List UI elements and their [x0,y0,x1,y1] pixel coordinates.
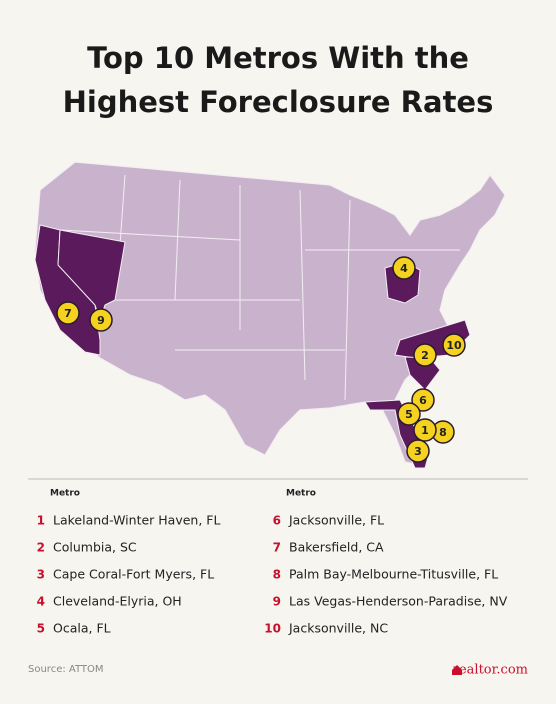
marker-label: 10 [446,339,462,352]
map-marker: 6 [411,388,435,412]
logo-icon [452,665,462,675]
column-header: Metro [286,489,316,499]
metro-name: Cape Coral-Fort Myers, FL [53,567,214,582]
rank: 10 [264,622,281,636]
rank: 5 [37,622,45,636]
metro-name: Palm Bay-Melbourne-Titusville, FL [289,567,498,582]
map-marker: 2 [413,343,437,367]
rank: 4 [37,595,45,609]
metro-name: Ocala, FL [53,621,111,636]
source: Source: ATTOM [28,664,104,675]
map-marker: 1 [413,418,437,442]
rank: 7 [273,541,281,555]
title: Top 10 Metros With the [87,41,469,75]
map-marker: 9 [89,308,113,332]
rank: 6 [273,514,281,528]
logo: realtor.com [453,663,528,678]
map-marker: 10 [442,333,466,357]
metro-name: Columbia, SC [53,540,137,555]
rank: 2 [37,541,45,555]
rank: 9 [273,595,281,609]
title: Highest Foreclosure Rates [63,85,494,119]
marker-label: 9 [97,314,105,327]
marker-label: 6 [419,394,427,407]
column-header: Metro [50,489,80,499]
marker-label: 3 [414,445,422,458]
metro-name: Jacksonville, NC [288,621,388,636]
map-marker: 4 [392,256,416,280]
marker-label: 7 [64,307,72,320]
metro-name: Bakersfield, CA [289,540,384,555]
map-marker: 5 [397,402,421,426]
rank: 8 [273,568,281,582]
marker-label: 4 [400,262,408,275]
metro-list: 1 Lakeland-Winter Haven, FL 2 Columbia, SC 3… [37,513,508,636]
metro-name: Las Vegas-Henderson-Paradise, NV [289,594,508,609]
map-marker: 7 [56,301,80,325]
rank: 1 [37,514,45,528]
metro-name: Lakeland-Winter Haven, FL [53,513,220,528]
marker-label: 2 [421,349,429,362]
metro-name: Jacksonville, FL [288,513,384,528]
marker-label: 8 [439,426,447,439]
metro-name: Cleveland-Elyria, OH [53,594,182,609]
marker-label: 5 [405,408,413,421]
rank: 3 [37,568,45,582]
map-marker: 3 [406,439,430,463]
marker-label: 1 [421,424,429,437]
